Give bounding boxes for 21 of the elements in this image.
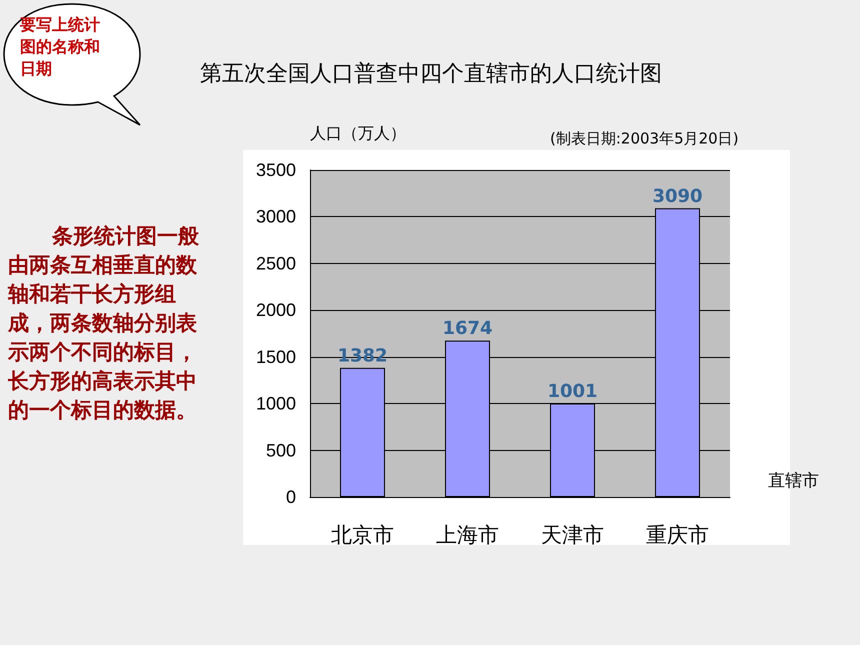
chart-title: 第五次全国人口普查中四个直辖市的人口统计图 [200,62,662,86]
x-tick-label: 天津市 [541,524,604,547]
x-axis-title: 直辖市 [768,471,819,490]
x-tick-label: 上海市 [436,524,499,547]
data-label: 1001 [547,380,598,402]
y-tick-label: 3500 [256,160,296,180]
y-tick-label: 1500 [256,346,296,367]
y-axis-title: 人口（万人） [310,126,406,142]
chart-subtitle: (制表日期:2003年5月20日) [550,130,739,148]
text: 条形统计图一般由两条互相垂直的数轴和若干长方形组成，两条数轴分别表示两个不同的标目，长方形的高表示其中的一个标目的数据。 [8,223,200,424]
x-tick-label: 北京市 [331,524,394,547]
y-tick-label: 2500 [256,253,296,274]
data-label: 3090 [652,186,703,207]
data-label: 1674 [442,318,493,340]
y-tick-label: 0 [286,487,296,507]
y-tick-label: 1000 [256,394,296,414]
y-tick-label: 2000 [256,300,296,320]
x-tick-label: 重庆市 [646,524,709,547]
y-tick-label: 3000 [256,206,296,227]
text: 要写上统计图的名称和日期 [20,14,101,80]
y-tick-label: 500 [266,440,296,460]
